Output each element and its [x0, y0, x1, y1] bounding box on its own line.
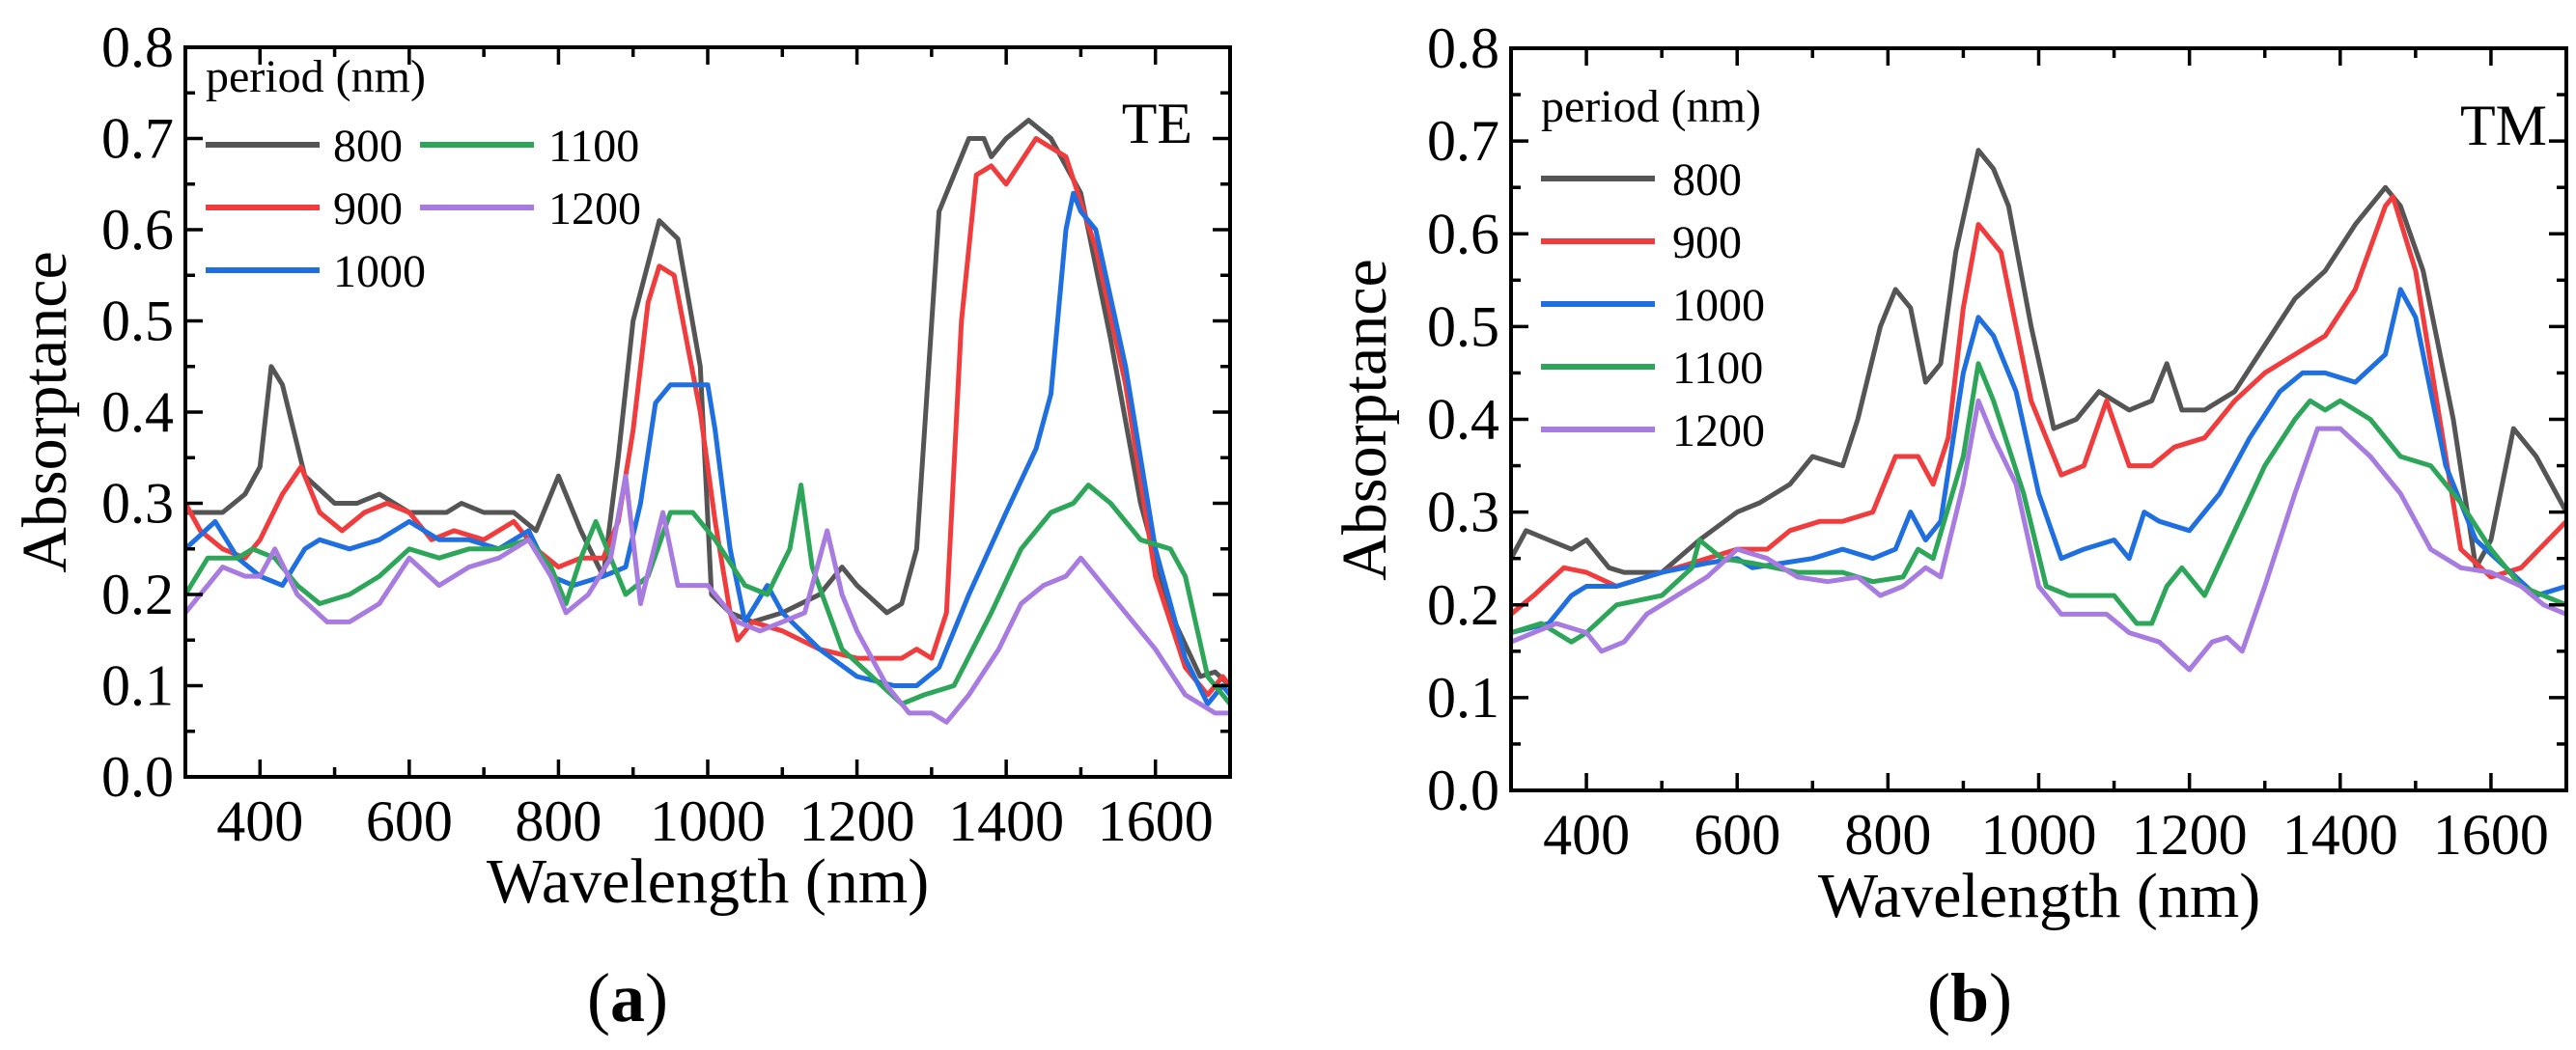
legend-label-1200: 1200: [1672, 405, 1765, 456]
plot-area-b: 400 600 800 1000 1200 1400 1600 0.0 0.1 0.2 0.3 0.4…: [1427, 16, 2568, 867]
x-tick-label: 800: [1844, 803, 1931, 867]
series-line-900: [185, 136, 1230, 698]
x-tick-label: 1000: [1981, 803, 2097, 867]
x-tick-label: 400: [1543, 803, 1630, 867]
y-tick-label: 0.2: [1427, 573, 1499, 637]
x-tick-label: 1200: [2132, 803, 2248, 867]
y-tick-label: 0.4: [1427, 388, 1499, 452]
x-tick-label: 800: [515, 789, 602, 853]
panel-label-b: (b): [1927, 959, 2012, 1036]
x-tick-label: 1400: [2282, 803, 2398, 867]
y-tick-label: 0.6: [101, 198, 174, 262]
legend-label-1100: 1100: [1672, 343, 1763, 394]
y-tick-label: 0.3: [101, 472, 174, 536]
y-tick-label: 0.0: [101, 745, 174, 809]
x-axis-title-b: Wavelength (nm): [1818, 861, 2260, 931]
series-line-1000: [185, 190, 1230, 706]
y-tick-label: 0.8: [1427, 16, 1499, 80]
x-tick-label: 1000: [650, 789, 766, 853]
legend-label-1000: 1000: [1672, 280, 1765, 331]
y-tick-label: 0.0: [1427, 759, 1499, 822]
y-tick-label: 0.8: [101, 15, 174, 79]
panel-b: 400 600 800 1000 1200 1400 1600 0.0 0.1 0.2 0.3 0.4…: [1330, 16, 2568, 1036]
legend-label-800: 800: [1672, 154, 1742, 206]
x-tick-label: 1200: [799, 789, 915, 853]
legend-label-900: 900: [333, 183, 403, 235]
series-line-900: [1511, 194, 2566, 617]
legend: period (nm) 800 900 1000 1100 1200: [206, 51, 641, 297]
series-line-800: [1511, 148, 2566, 575]
y-tick-label: 0.1: [1427, 666, 1499, 730]
series-line-1100: [1511, 361, 2566, 645]
panel-a: 400 600 800 1000 1200 1400 1600 0.0 0.1 0.2 0.3 0.4…: [10, 15, 1232, 1036]
y-tick-label: 0.5: [1427, 294, 1499, 358]
legend: period (nm) 800 900 1000 1100 1200: [1541, 81, 1765, 456]
legend-label-1200: 1200: [548, 183, 641, 235]
panel-letter-a: a: [610, 959, 645, 1036]
x-axis-title-a: Wavelength (nm): [487, 846, 929, 917]
legend-label-900: 900: [1672, 217, 1742, 268]
x-tick-label: 1400: [948, 789, 1064, 853]
series-line-1100: [185, 483, 1230, 706]
legend-title: period (nm): [1541, 81, 1761, 132]
y-tick-label: 0.2: [101, 563, 174, 626]
panel-letter-b: b: [1950, 959, 1989, 1036]
panel-label-a: (a): [587, 959, 668, 1036]
y-axis-title-a: Absorptance: [10, 251, 80, 573]
series-line-1200: [1511, 398, 2566, 673]
x-tick-label: 1600: [2433, 803, 2549, 867]
plot-area-a: 400 600 800 1000 1200 1400 1600 0.0 0.1 0.2 0.3 0.4…: [101, 15, 1232, 853]
y-tick-label: 0.5: [101, 290, 174, 353]
legend-label-1000: 1000: [333, 246, 426, 297]
x-tick-label: 600: [1694, 803, 1780, 867]
x-tick-label: 400: [216, 789, 303, 853]
legend-label-1100: 1100: [548, 121, 639, 172]
y-tick-label: 0.6: [1427, 202, 1499, 265]
series-line-1200: [185, 473, 1230, 725]
legend-title: period (nm): [206, 51, 426, 102]
x-tick-label: 1600: [1098, 789, 1214, 853]
y-tick-label: 0.4: [101, 380, 174, 444]
y-tick-label: 0.7: [1427, 109, 1499, 173]
y-tick-label: 0.3: [1427, 481, 1499, 544]
legend-label-800: 800: [333, 121, 403, 172]
series-line-800: [185, 118, 1230, 688]
y-tick-label: 0.1: [101, 654, 174, 718]
x-tick-label: 600: [366, 789, 453, 853]
y-tick-label: 0.7: [101, 107, 174, 171]
polarization-label-tm: TM: [2460, 94, 2547, 157]
polarization-label-te: TE: [1122, 92, 1192, 155]
y-axis-title-b: Absorptance: [1330, 259, 1400, 581]
